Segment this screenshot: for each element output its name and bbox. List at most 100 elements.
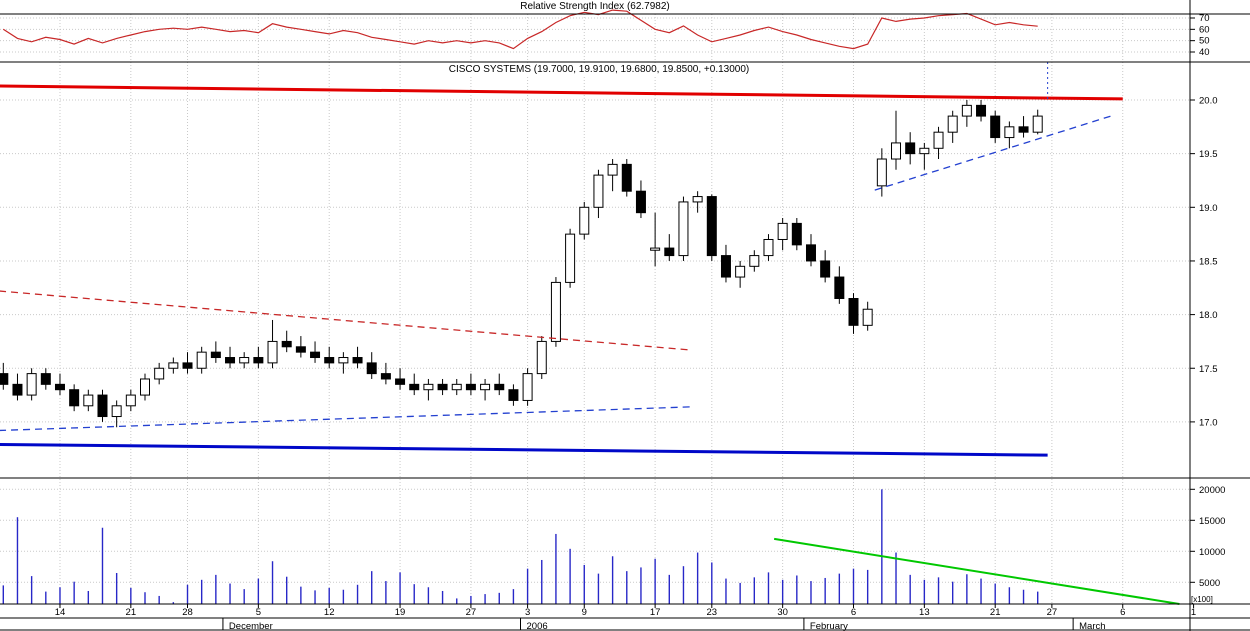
x-tick-label: 17 bbox=[650, 607, 661, 618]
candle-body bbox=[621, 163, 632, 192]
candle-body bbox=[225, 357, 236, 364]
candle-body bbox=[791, 222, 802, 246]
x-tick-label: 12 bbox=[324, 607, 335, 618]
candle-body bbox=[0, 373, 9, 385]
candle-body bbox=[395, 378, 406, 385]
candle-body bbox=[451, 383, 462, 391]
candle-body bbox=[352, 357, 363, 364]
volume-axis-label: 5000 bbox=[1199, 578, 1220, 589]
candle-body bbox=[650, 247, 661, 251]
candle-body bbox=[480, 383, 491, 391]
volume-unit-label: [x100] bbox=[1191, 595, 1213, 604]
candle-body bbox=[947, 115, 958, 133]
descending-dashed-trendline[interactable] bbox=[0, 290, 691, 351]
price-axis-label: 20.0 bbox=[1199, 96, 1218, 107]
candle-body bbox=[310, 351, 321, 359]
x-tick-label: 19 bbox=[395, 607, 406, 618]
x-tick-label: 21 bbox=[990, 607, 1001, 618]
rsi-panel-title: Relative Strength Index (62.7982) bbox=[520, 1, 670, 12]
candle-body bbox=[97, 394, 108, 418]
candle-body bbox=[196, 351, 207, 369]
x-tick-label: 27 bbox=[1047, 607, 1058, 618]
candle-body bbox=[848, 298, 859, 326]
candle-body bbox=[579, 206, 590, 235]
volume-axis-label: 10000 bbox=[1199, 547, 1225, 558]
support-trendline[interactable] bbox=[0, 442, 1048, 457]
feb-ascending-dashed-trendline[interactable] bbox=[874, 114, 1115, 191]
candle-body bbox=[536, 340, 547, 375]
candle-body bbox=[69, 389, 80, 407]
rsi-axis-label: 60 bbox=[1199, 24, 1210, 35]
candle-body bbox=[749, 255, 760, 267]
month-label: 2006 bbox=[527, 621, 548, 631]
rsi-axis-label: 70 bbox=[1199, 13, 1210, 24]
candle-body bbox=[692, 196, 703, 203]
candle-body bbox=[522, 373, 533, 401]
candle-body bbox=[678, 201, 689, 257]
x-tick-label: 28 bbox=[182, 607, 193, 618]
candle-body bbox=[494, 383, 505, 391]
candle-body bbox=[905, 142, 916, 155]
candle-body bbox=[324, 357, 335, 364]
candle-body bbox=[1032, 115, 1043, 133]
candle-body bbox=[409, 383, 420, 391]
price-axis-label: 17.5 bbox=[1199, 364, 1218, 375]
candle-body bbox=[593, 174, 604, 208]
candle-body bbox=[83, 394, 94, 407]
candle-body bbox=[210, 351, 221, 359]
price-panel-title: CISCO SYSTEMS (19.7000, 19.9100, 19.6800… bbox=[444, 64, 754, 76]
price-axis-label: 18.5 bbox=[1199, 256, 1218, 267]
candle-body bbox=[607, 163, 618, 176]
x-tick-label: 6 bbox=[1120, 607, 1125, 618]
candle-body bbox=[990, 115, 1001, 139]
candle-body bbox=[182, 362, 193, 369]
x-tick-label: 27 bbox=[466, 607, 477, 618]
x-tick-label: 23 bbox=[707, 607, 718, 618]
candle-body bbox=[961, 104, 972, 117]
candle-body bbox=[706, 196, 717, 257]
volume-axis-label: 20000 bbox=[1199, 485, 1225, 496]
candle-body bbox=[168, 362, 179, 369]
candle-body bbox=[720, 255, 731, 278]
candle-body bbox=[366, 362, 377, 375]
volume-downtrend-trendline[interactable] bbox=[773, 537, 1180, 605]
x-tick-label: 6 bbox=[851, 607, 856, 618]
candle-body bbox=[919, 147, 930, 155]
candle-body bbox=[976, 104, 987, 117]
candle-body bbox=[834, 276, 845, 300]
rsi-axis-label: 40 bbox=[1199, 47, 1210, 58]
candle-body bbox=[111, 405, 122, 418]
candle-body bbox=[763, 238, 774, 257]
candle-body bbox=[12, 383, 23, 396]
candle-body bbox=[267, 340, 278, 364]
candle-body bbox=[239, 357, 250, 364]
candle-body bbox=[40, 373, 51, 385]
x-tick-label: 1 bbox=[1191, 607, 1196, 618]
candle-body bbox=[338, 357, 349, 364]
candle-body bbox=[777, 222, 788, 240]
x-tick-label: 21 bbox=[126, 607, 137, 618]
month-label: December bbox=[229, 621, 273, 631]
candle-body bbox=[465, 383, 476, 391]
early-ascending-dashed-trendline[interactable] bbox=[0, 406, 691, 432]
rsi-axis-label: 50 bbox=[1199, 36, 1210, 47]
x-tick-label: 3 bbox=[525, 607, 530, 618]
candle-body bbox=[550, 281, 561, 342]
candle-body bbox=[295, 346, 306, 353]
candle-body bbox=[805, 244, 816, 262]
candle-body bbox=[437, 383, 448, 391]
month-label: March bbox=[1079, 621, 1105, 631]
resistance-trendline[interactable] bbox=[0, 84, 1123, 101]
price-axis-label: 18.0 bbox=[1199, 310, 1218, 321]
candle-body bbox=[876, 158, 887, 187]
candle-body bbox=[933, 131, 944, 149]
candle-body bbox=[253, 357, 264, 364]
candle-body bbox=[508, 389, 519, 401]
candle-body bbox=[820, 260, 831, 278]
candle-body bbox=[380, 373, 391, 380]
candle-body bbox=[423, 383, 434, 391]
volume-axis-label: 15000 bbox=[1199, 516, 1225, 527]
candle-body bbox=[1018, 126, 1029, 133]
price-axis-label: 19.5 bbox=[1199, 149, 1218, 160]
